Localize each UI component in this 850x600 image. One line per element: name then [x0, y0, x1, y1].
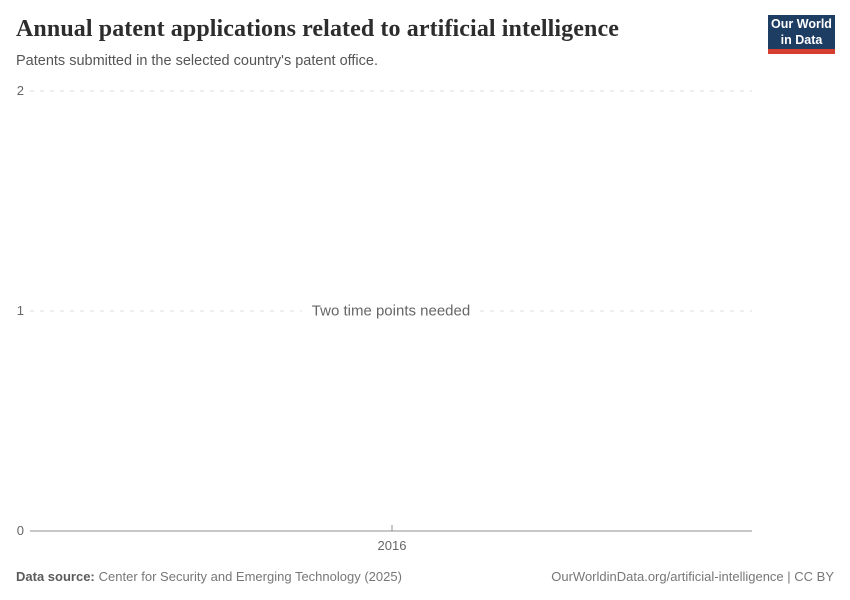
y-axis-label-0: 0: [16, 523, 24, 538]
attribution-link[interactable]: OurWorldinData.org/artificial-intelligen…: [551, 569, 834, 584]
y-axis-label-2: 2: [16, 83, 24, 98]
data-source-label: Data source:: [16, 569, 95, 584]
chart-subtitle: Patents submitted in the selected countr…: [16, 53, 378, 69]
chart-footer: Data source: Center for Security and Emer…: [16, 569, 834, 585]
x-axis-label-2016: 2016: [377, 538, 407, 553]
data-source-link[interactable]: Center for Security and Emerging Technol…: [98, 569, 402, 584]
y-axis-label-1: 1: [16, 303, 24, 318]
chart-title: Annual patent applications related to ar…: [16, 16, 619, 42]
owid-logo-line1: Our World: [771, 17, 832, 31]
empty-state-message: Two time points needed: [301, 300, 481, 322]
data-source-line: Data source: Center for Security and Emer…: [16, 569, 402, 585]
owid-logo-line2: in Data: [780, 33, 823, 47]
owid-logo[interactable]: Our World in Data: [768, 15, 835, 54]
